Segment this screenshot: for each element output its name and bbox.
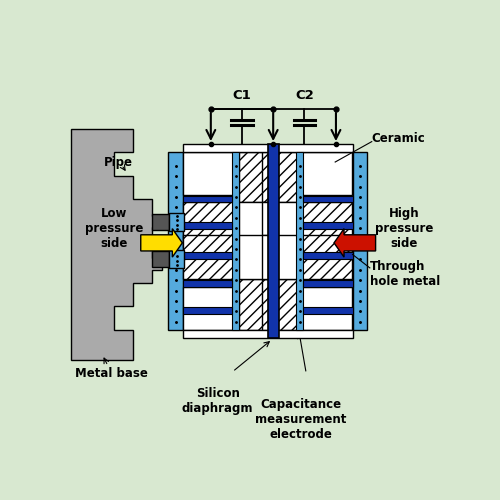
Bar	[268, 144, 278, 338]
Text: C1: C1	[232, 90, 252, 102]
Bar	[239, 280, 274, 330]
Bar	[183, 330, 352, 338]
Bar	[152, 251, 169, 267]
Bar	[303, 252, 352, 260]
Text: C2: C2	[295, 90, 314, 102]
Bar	[303, 307, 352, 314]
Bar	[296, 152, 352, 194]
Text: Pipe: Pipe	[104, 156, 133, 168]
Bar	[232, 152, 239, 330]
Bar	[303, 196, 352, 202]
Text: Low
pressure
side: Low pressure side	[84, 207, 143, 250]
Bar	[303, 280, 352, 287]
Bar	[296, 152, 303, 330]
Bar	[169, 250, 184, 268]
Bar	[183, 307, 232, 314]
Bar	[239, 235, 274, 280]
Bar	[183, 235, 239, 280]
Bar	[262, 235, 296, 280]
Bar	[169, 213, 184, 232]
Polygon shape	[141, 228, 182, 257]
Bar	[296, 202, 352, 246]
Bar	[183, 196, 232, 202]
Bar	[183, 280, 232, 287]
Bar	[239, 202, 274, 246]
Bar	[168, 152, 183, 330]
Bar	[183, 202, 239, 246]
Text: Ceramic: Ceramic	[372, 132, 426, 145]
Bar	[183, 252, 232, 260]
Bar	[183, 152, 239, 194]
Polygon shape	[72, 130, 162, 360]
Bar	[183, 144, 352, 152]
Polygon shape	[334, 228, 376, 257]
Bar	[303, 222, 352, 230]
Bar	[262, 152, 296, 202]
Bar	[262, 202, 296, 246]
Bar	[152, 214, 169, 230]
Bar	[183, 222, 232, 230]
Bar	[183, 287, 239, 330]
Bar	[296, 235, 352, 280]
Bar	[262, 280, 296, 330]
Text: High
pressure
side: High pressure side	[376, 207, 434, 250]
Bar	[296, 287, 352, 330]
Text: Capacitance
measurement
electrode: Capacitance measurement electrode	[255, 398, 346, 441]
Bar	[239, 152, 274, 202]
Text: Metal base: Metal base	[76, 368, 148, 380]
Text: Silicon
diaphragm: Silicon diaphragm	[182, 387, 254, 415]
Bar	[352, 152, 367, 330]
Text: Through
hole metal: Through hole metal	[370, 260, 440, 287]
